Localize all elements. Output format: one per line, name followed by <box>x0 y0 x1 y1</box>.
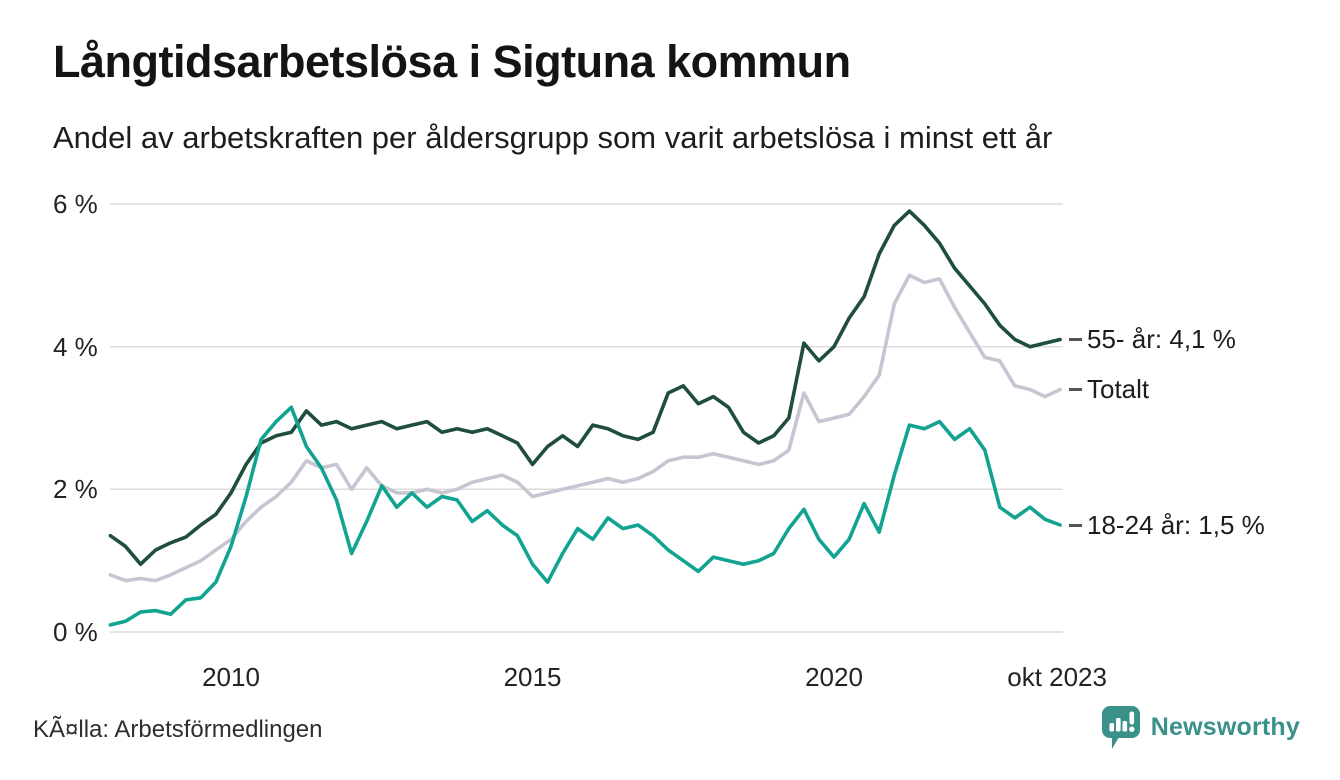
x-axis-label: okt 2023 <box>1007 662 1107 692</box>
series-line-55-r <box>108 209 1062 567</box>
series-end-label-text: 55- år: 4,1 % <box>1087 324 1236 355</box>
series-label-tick <box>1069 338 1082 342</box>
y-axis-label: 2 % <box>53 474 98 505</box>
source-note: KÃ¤lla: Arbetsförmedlingen <box>33 716 323 743</box>
series-label-tick <box>1069 523 1082 527</box>
series-end-label: Totalt <box>1069 372 1149 406</box>
y-axis-label: 6 % <box>53 189 98 219</box>
series-end-label-text: 18-24 år: 1,5 % <box>1087 509 1265 540</box>
chart-title: Långtidsarbetslösa i Sigtuna kommun <box>53 36 851 87</box>
x-axis-label: 2015 <box>503 662 562 692</box>
newsworthy-logo-text: Newsworthy <box>1150 713 1300 741</box>
chart-subtitle: Andel av arbetskraften per åldersgrupp s… <box>53 120 1053 155</box>
series-end-label: 55- år: 4,1 % <box>1069 323 1236 357</box>
series-line-totalt <box>108 273 1062 583</box>
series-end-label-text: Totalt <box>1087 373 1150 404</box>
series-end-label: 18-24 år: 1,5 % <box>1069 508 1265 542</box>
x-axis-label: 2010 <box>202 662 260 692</box>
y-axis-label: 4 % <box>53 331 98 362</box>
newsworthy-logo[interactable]: Newsworthy <box>1100 704 1300 751</box>
newsworthy-logo-icon <box>1101 706 1140 749</box>
x-axis-label: 2020 <box>805 662 863 692</box>
series-label-tick <box>1069 387 1082 391</box>
series-line-18-24-r <box>108 405 1062 627</box>
y-axis-label: 0 % <box>53 617 98 647</box>
